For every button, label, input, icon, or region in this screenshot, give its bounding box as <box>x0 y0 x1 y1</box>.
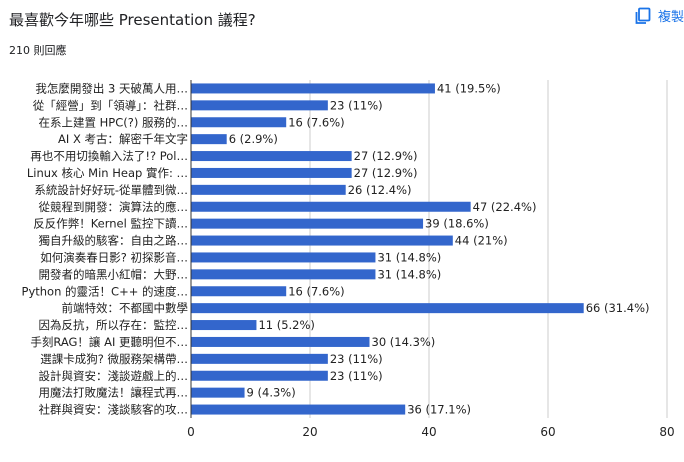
bar <box>191 336 370 347</box>
data-label: 30 (14.3%) <box>372 335 436 349</box>
data-label: 23 (11%) <box>330 98 383 112</box>
data-label: 41 (19.5%) <box>437 81 501 95</box>
data-label: 31 (14.8%) <box>377 267 441 281</box>
bar <box>191 235 453 246</box>
bar <box>191 184 346 195</box>
bar <box>191 83 435 94</box>
copy-label: 複製 <box>658 10 684 25</box>
data-label: 44 (21%) <box>455 234 508 248</box>
bar <box>191 201 471 212</box>
question-title: 最喜歡今年哪些 Presentation 議程? <box>9 11 256 29</box>
x-tick-label: 40 <box>421 425 436 439</box>
data-label: 31 (14.8%) <box>377 250 441 264</box>
category-label: 因為反抗，所以存在：監控… <box>39 318 189 332</box>
bar <box>191 269 376 280</box>
category-label: 再也不用切換輸入法了!? Pol… <box>30 149 188 163</box>
category-label: Python 的靈活！C++ 的速度… <box>22 284 188 298</box>
bar <box>191 117 287 128</box>
data-label: 36 (17.1%) <box>407 403 471 417</box>
bar <box>191 404 406 415</box>
data-label: 26 (12.4%) <box>348 183 412 197</box>
data-label: 27 (12.9%) <box>354 166 418 180</box>
category-label: 選課卡成狗? 微服務架構帶… <box>40 352 188 366</box>
data-label: 16 (7.6%) <box>288 284 344 298</box>
data-label: 66 (31.4%) <box>586 301 650 315</box>
copy-button[interactable]: 複製 <box>634 6 684 25</box>
copy-icon <box>634 7 652 25</box>
data-label: 6 (2.9%) <box>229 132 278 146</box>
category-label: 設計與資安：淺談遊戲上的… <box>39 369 189 383</box>
data-label: 39 (18.6%) <box>425 217 489 231</box>
data-label: 47 (22.4%) <box>473 200 537 214</box>
bar <box>191 320 257 331</box>
bar <box>191 134 227 145</box>
category-label: 反反作弊！Kernel 監控下讀… <box>33 217 188 231</box>
bar <box>191 387 245 398</box>
category-label: AI X 考古：解密千年文字 <box>58 132 188 146</box>
bar <box>191 151 352 162</box>
category-label: 手刻RAG！讓 AI 更聽明但不… <box>30 335 188 349</box>
data-label: 27 (12.9%) <box>354 149 418 163</box>
bar <box>191 303 584 314</box>
x-tick-label: 80 <box>659 425 674 439</box>
data-label: 23 (11%) <box>330 352 383 366</box>
bar <box>191 100 328 111</box>
category-label: 如何演奏春日影? 初探影音… <box>40 250 188 264</box>
category-label: 用魔法打敗魔法！讓程式再… <box>39 386 189 400</box>
bar <box>191 218 424 229</box>
category-label: 系統設計好好玩-從單體到微… <box>34 183 188 197</box>
category-label: 前端特效：不都國中數學 <box>62 301 189 315</box>
bar <box>191 167 352 178</box>
data-label: 11 (5.2%) <box>258 318 314 332</box>
bar <box>191 353 328 364</box>
category-label: 我怎麼開發出 3 天破萬人用… <box>35 81 188 95</box>
bar <box>191 286 287 297</box>
category-label: 社群與資安：淺談駭客的攻… <box>39 403 189 417</box>
category-label: Linux 核心 Min Heap 實作: … <box>27 166 188 180</box>
category-label: 從競程到開發：演算法的應… <box>39 200 189 214</box>
data-label: 23 (11%) <box>330 369 383 383</box>
x-tick-label: 0 <box>187 425 195 439</box>
category-label: 獨自升級的駭客：自由之路… <box>39 234 189 248</box>
category-label: 在系上建置 HPC(?) 服務的… <box>39 115 189 129</box>
bar <box>191 252 376 263</box>
data-label: 9 (4.3%) <box>247 386 296 400</box>
category-label: 從「經營」到「領導」：社群… <box>33 98 188 112</box>
data-label: 16 (7.6%) <box>288 115 344 129</box>
bar <box>191 370 328 381</box>
category-label: 開發者的暗黑小紅帽：大野… <box>39 267 189 281</box>
x-tick-label: 20 <box>302 425 317 439</box>
response-count: 210 則回應 <box>9 44 67 57</box>
x-tick-label: 60 <box>540 425 555 439</box>
